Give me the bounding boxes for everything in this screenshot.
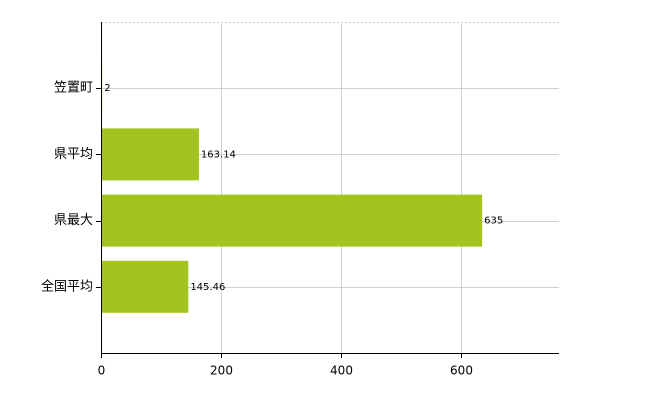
value-label: 163.14 xyxy=(201,149,236,160)
x-tick-label: 400 xyxy=(330,364,353,378)
value-label: 635 xyxy=(484,216,503,227)
x-tick-label: 600 xyxy=(450,364,473,378)
y-tick-label: 全国平均 xyxy=(41,278,93,294)
bar xyxy=(101,260,189,313)
bar xyxy=(101,128,199,181)
bar xyxy=(101,194,483,247)
y-tick-label: 笠置町 xyxy=(54,81,93,96)
y-tick-label: 県最大 xyxy=(54,213,93,228)
x-tick-label: 0 xyxy=(98,364,106,378)
y-tick-label: 県平均 xyxy=(54,147,93,162)
value-label: 2 xyxy=(104,83,110,94)
x-tick-label: 200 xyxy=(210,364,233,378)
value-label: 145.46 xyxy=(190,282,225,293)
